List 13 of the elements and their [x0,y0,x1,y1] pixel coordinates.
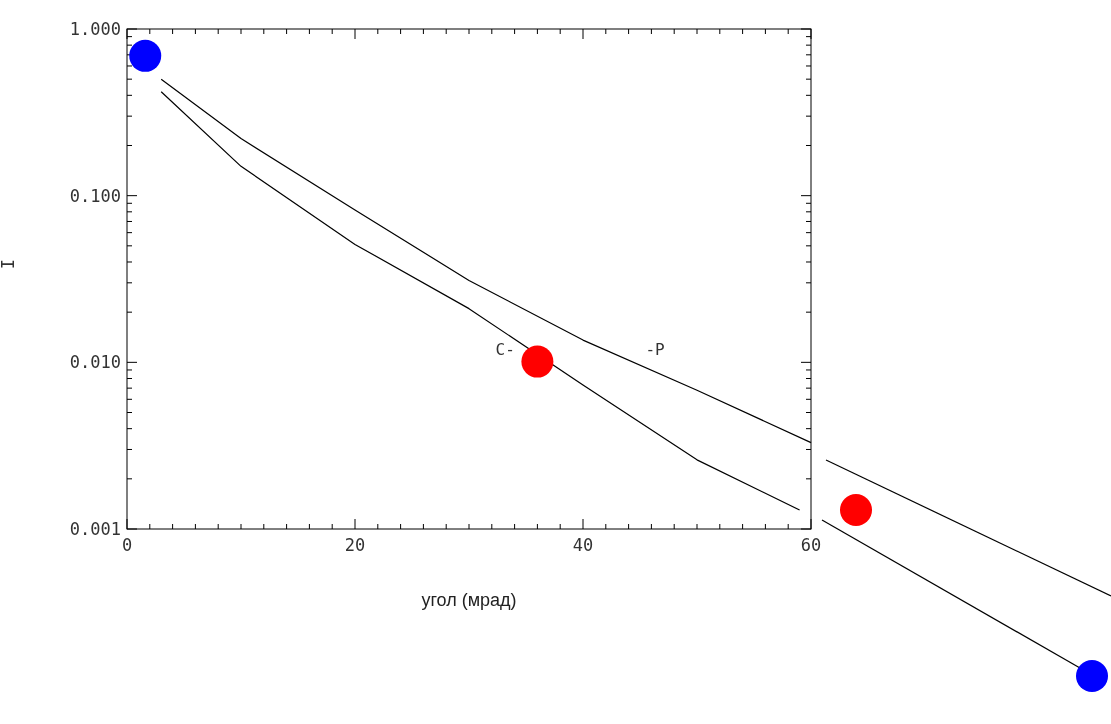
x-tick-label: 60 [800,535,822,555]
y-tick-label: 1.000 [69,19,121,39]
x-tick-label: 0 [121,535,133,555]
x-axis-title: угол (мрад) [421,590,517,610]
y-tick-label: 0.100 [69,185,121,206]
y-axis-title: I [0,258,18,270]
x-tick-label: 20 [344,535,366,555]
annotation: -P [645,340,665,359]
x-tick-label: 40 [572,535,594,555]
annotation: C- [495,340,515,359]
y-tick-label: 0.001 [69,519,121,539]
line-series [160,91,801,511]
y-tick-label: 0.010 [69,352,121,373]
